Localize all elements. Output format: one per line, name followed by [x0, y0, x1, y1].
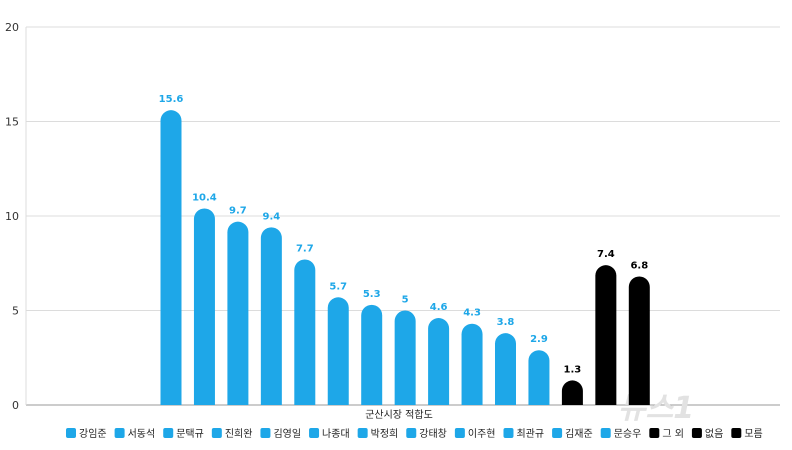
data-label: 9.4 [262, 211, 280, 222]
bar [160, 110, 182, 406]
legend-item: 박정희 [357, 428, 399, 440]
legend-item: 서동석 [114, 428, 156, 440]
legend-swatch [211, 428, 222, 438]
legend-swatch [114, 428, 125, 438]
legend-label: 없음 [705, 427, 723, 440]
bar [227, 221, 249, 405]
legend-swatch [731, 428, 742, 438]
data-label: 7.4 [597, 249, 615, 260]
x-axis-title: 군산시장 적합도 [365, 409, 433, 421]
legend-item: 강임준 [66, 427, 107, 440]
legend-label: 강임준 [79, 427, 107, 440]
legend-label: 김재준 [565, 428, 593, 440]
legend-swatch [600, 428, 611, 438]
bars [160, 110, 650, 406]
data-label: 5.7 [329, 281, 347, 292]
bar [428, 318, 450, 405]
data-label: 15.6 [159, 94, 184, 105]
legend-label: 문택규 [176, 428, 204, 440]
data-label: 1.3 [564, 364, 582, 375]
legend-label: 강태창 [419, 428, 447, 440]
legend-item: 김재준 [552, 428, 593, 440]
bar [461, 323, 483, 405]
legend-label: 김영일 [273, 428, 301, 440]
bar [495, 333, 516, 405]
bar [394, 310, 416, 405]
legend-item: 김영일 [260, 428, 301, 440]
y-tick-label: 5 [12, 305, 19, 318]
legend-label: 그 외 [662, 428, 684, 440]
bar [327, 297, 349, 405]
data-label: 6.8 [630, 260, 648, 271]
data-label: 7.7 [296, 243, 314, 254]
legend-item: 모름 [731, 428, 763, 440]
legend-item: 문택규 [163, 428, 204, 440]
legend-label: 문승우 [614, 428, 642, 440]
legend-label: 박정희 [371, 428, 399, 440]
bar [294, 259, 316, 405]
legend-swatch [552, 428, 563, 438]
bar [260, 227, 282, 405]
bar [361, 304, 383, 405]
legend-label: 이주현 [468, 428, 496, 440]
bar [595, 265, 617, 405]
legend-item: 이주현 [454, 428, 496, 440]
legend-swatch [454, 428, 465, 438]
legend-label: 진희완 [225, 428, 253, 440]
legend-item: 진희완 [211, 428, 253, 440]
legend-swatch [406, 428, 417, 438]
data-labels: 15.6 10.4 9.7 9.4 7.7 5.7 5.3 5 4.6 4.3 3.8 2.9 1.3 7… [159, 94, 649, 375]
bar [561, 380, 583, 405]
legend-item: 문승우 [600, 428, 642, 440]
y-tick-label: 15 [5, 116, 19, 129]
data-label: 5 [402, 295, 409, 306]
legend-swatch [260, 428, 271, 438]
data-label: 9.7 [229, 206, 247, 217]
y-axis-ticks: 0 5 10 15 20 [5, 21, 19, 412]
bar [628, 276, 650, 405]
legend-item: 그 외 [649, 428, 684, 440]
legend-item: 최관규 [503, 428, 544, 440]
legend-swatch [357, 428, 368, 438]
legend-swatch [649, 428, 660, 438]
legend-label: 나종대 [322, 428, 350, 440]
legend: 강임준 서동석 문택규 진희완 김영일 나종대 박정희 강태창 이주현 최관규 김재준 문승우 그 외 없… [66, 427, 763, 440]
legend-label: 서동석 [128, 428, 156, 440]
legend-swatch [66, 428, 76, 438]
data-label: 2.9 [530, 334, 548, 345]
legend-item: 없음 [691, 427, 723, 440]
gridlines [25, 26, 780, 406]
legend-item: 나종대 [309, 428, 350, 440]
data-label: 10.4 [192, 192, 217, 203]
y-tick-label: 10 [5, 210, 19, 223]
legend-label: 최관규 [516, 428, 544, 440]
data-label: 4.6 [430, 302, 448, 313]
y-tick-label: 0 [12, 399, 19, 412]
bar [193, 208, 215, 405]
legend-swatch [503, 428, 514, 438]
legend-item: 강태창 [406, 428, 447, 440]
data-label: 3.8 [497, 317, 515, 328]
data-label: 4.3 [463, 308, 481, 319]
bar [528, 350, 550, 405]
legend-label: 모름 [744, 428, 762, 440]
legend-swatch [691, 428, 702, 438]
data-label: 5.3 [363, 289, 381, 300]
legend-swatch [163, 428, 174, 438]
legend-swatch [309, 428, 320, 438]
y-tick-label: 20 [5, 21, 19, 34]
